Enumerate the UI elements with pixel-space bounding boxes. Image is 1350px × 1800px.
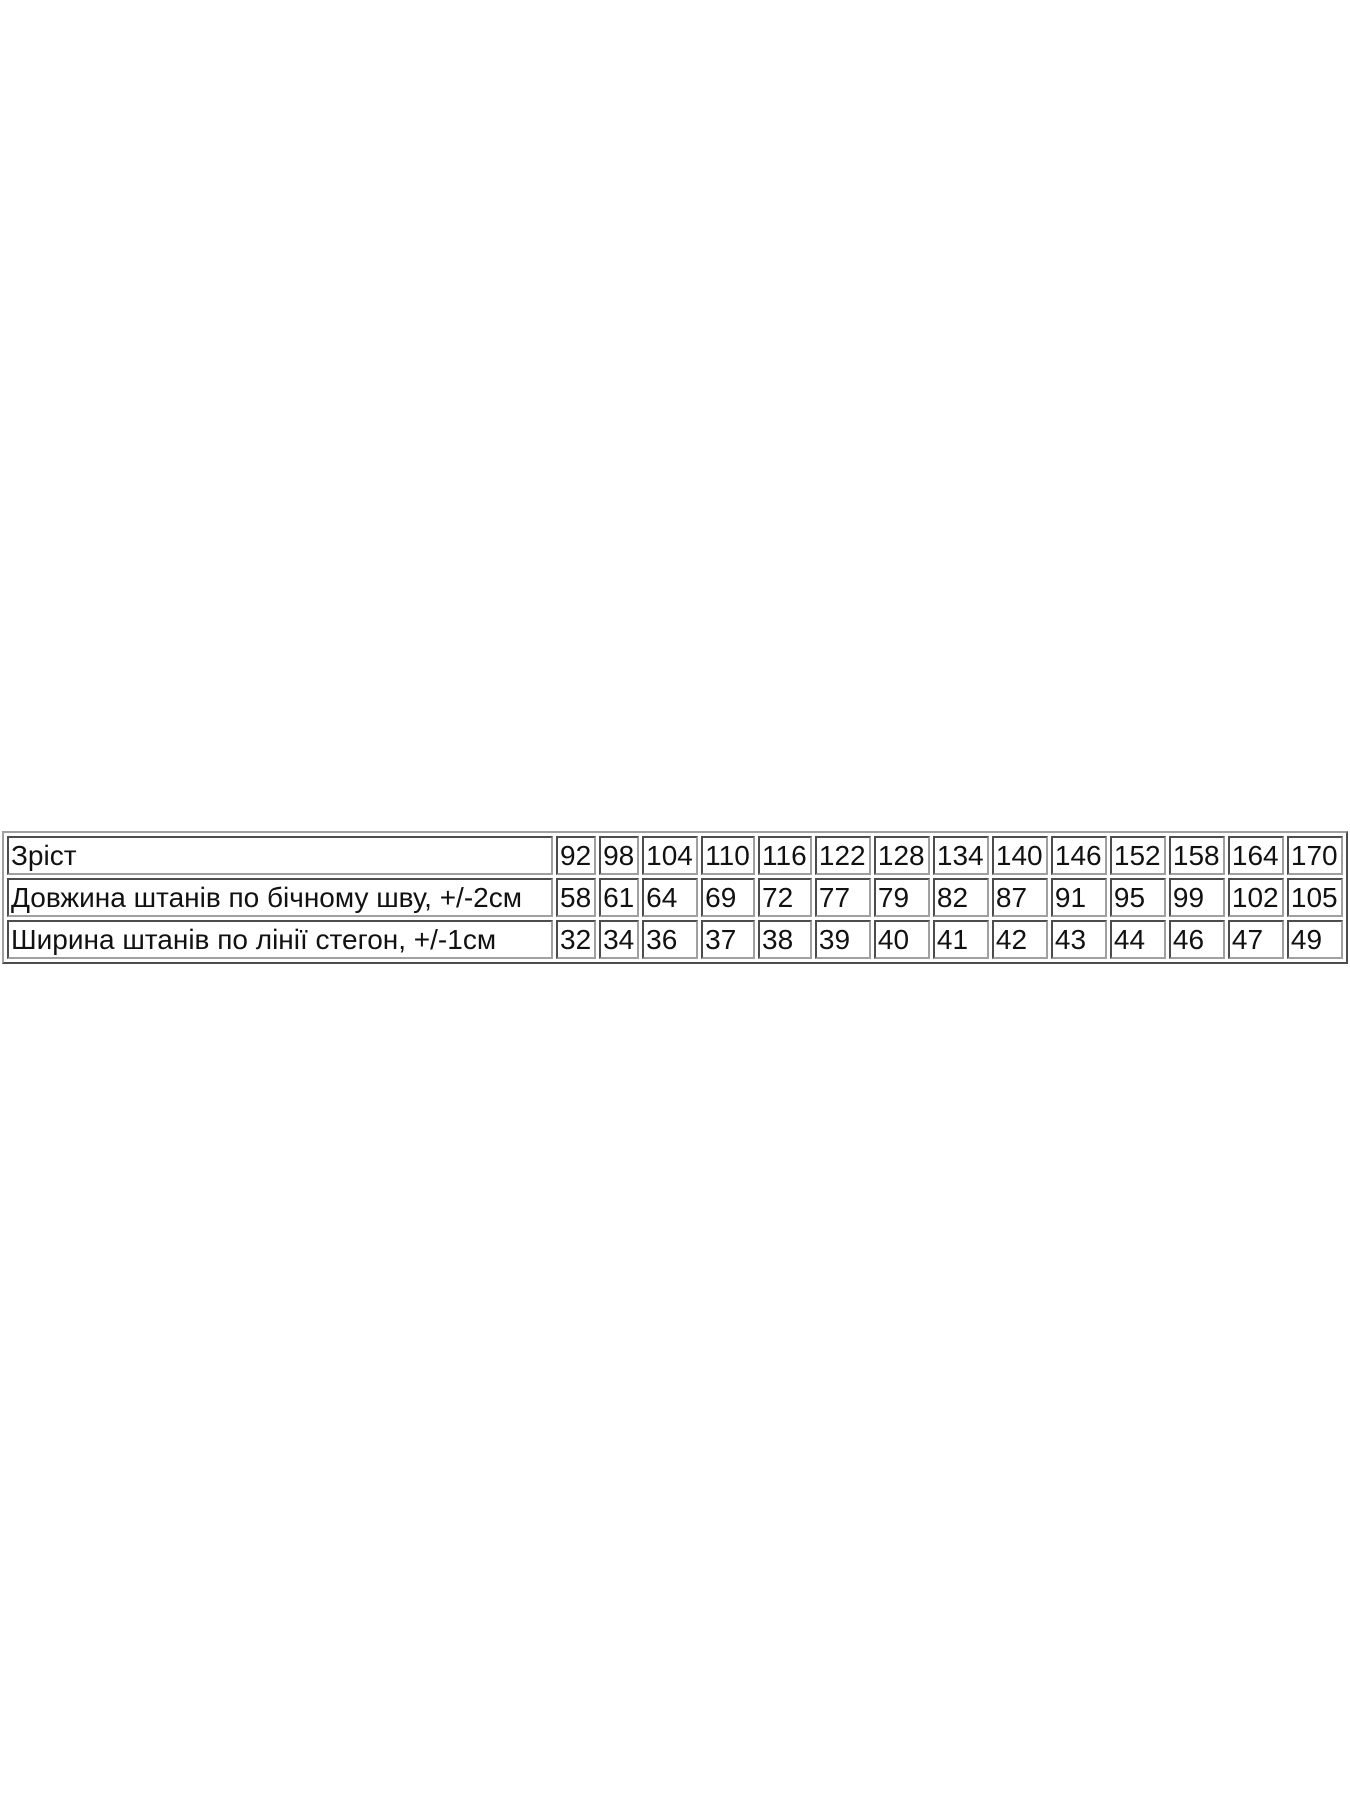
table-cell: 116 <box>758 836 812 875</box>
table-cell: 37 <box>701 920 756 959</box>
table-cell: 64 <box>642 878 699 917</box>
table-cell: 110 <box>701 836 756 875</box>
table-row: Зріст 92 98 104 110 116 122 128 134 140 146 152 158 1… <box>7 836 1343 875</box>
table-cell: 32 <box>556 920 597 959</box>
table-row: Довжина штанів по бічному шву, +/-2см 58 6… <box>7 878 1343 917</box>
table-cell: 105 <box>1286 878 1343 917</box>
table-cell: 44 <box>1109 920 1166 959</box>
table-cell: 46 <box>1168 920 1225 959</box>
table-cell: 61 <box>599 878 640 917</box>
table-cell: 170 <box>1286 836 1343 875</box>
table-cell: 134 <box>932 836 989 875</box>
table-cell: 164 <box>1227 836 1284 875</box>
table-cell: 47 <box>1227 920 1284 959</box>
table-cell: 146 <box>1050 836 1107 875</box>
row-label: Зріст <box>7 836 553 875</box>
table-cell: 72 <box>758 878 812 917</box>
table-cell: 102 <box>1227 878 1284 917</box>
table-cell: 99 <box>1168 878 1225 917</box>
table-cell: 79 <box>873 878 930 917</box>
table-cell: 36 <box>642 920 699 959</box>
row-label: Довжина штанів по бічному шву, +/-2см <box>7 878 553 917</box>
table-cell: 122 <box>814 836 871 875</box>
table-row: Ширина штанів по лінії стегон, +/-1см 32 3… <box>7 920 1343 959</box>
table-cell: 58 <box>556 878 597 917</box>
table-cell: 152 <box>1109 836 1166 875</box>
table-cell: 87 <box>991 878 1048 917</box>
table-cell: 40 <box>873 920 930 959</box>
size-table: Зріст 92 98 104 110 116 122 128 134 140 146 152 158 1… <box>2 831 1348 964</box>
table-cell: 92 <box>556 836 597 875</box>
table-cell: 34 <box>599 920 640 959</box>
table-cell: 91 <box>1050 878 1107 917</box>
table-cell: 38 <box>758 920 812 959</box>
table-cell: 140 <box>991 836 1048 875</box>
table-cell: 95 <box>1109 878 1166 917</box>
table-cell: 98 <box>599 836 640 875</box>
table-cell: 42 <box>991 920 1048 959</box>
table-cell: 158 <box>1168 836 1225 875</box>
table-cell: 43 <box>1050 920 1107 959</box>
table-cell: 77 <box>814 878 871 917</box>
table-cell: 41 <box>932 920 989 959</box>
row-label: Ширина штанів по лінії стегон, +/-1см <box>7 920 553 959</box>
table-cell: 128 <box>873 836 930 875</box>
table-cell: 49 <box>1286 920 1343 959</box>
table-cell: 39 <box>814 920 871 959</box>
table-cell: 104 <box>642 836 699 875</box>
table-cell: 69 <box>701 878 756 917</box>
table-cell: 82 <box>932 878 989 917</box>
